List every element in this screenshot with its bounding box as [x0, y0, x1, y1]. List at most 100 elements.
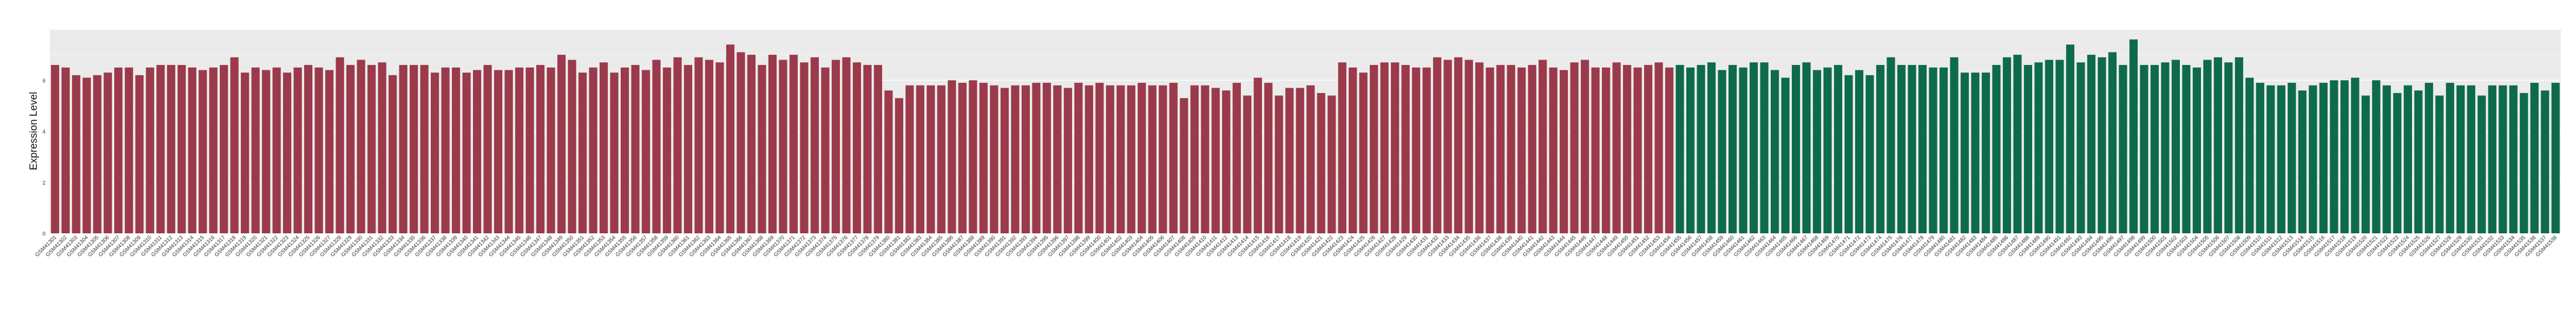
bar [1971, 73, 1980, 234]
bar [1507, 64, 1515, 233]
bar [2224, 62, 2233, 233]
bar [1338, 62, 1346, 233]
bar [1370, 64, 1378, 233]
bar [199, 70, 207, 233]
bar [2509, 85, 2518, 233]
bar [1981, 73, 1990, 234]
bar [1454, 57, 1463, 233]
bar [525, 67, 534, 233]
bar [2372, 80, 2381, 233]
bar [1085, 85, 1093, 233]
bar [2045, 60, 2054, 234]
bar [926, 85, 935, 233]
bar [779, 60, 787, 234]
bar [378, 62, 386, 233]
bar [2351, 77, 2360, 234]
bar [135, 75, 144, 233]
bar [620, 67, 629, 233]
bar [2066, 44, 2075, 234]
bar [1823, 67, 1832, 233]
bar [2530, 82, 2539, 233]
bar [599, 62, 608, 233]
bar [2235, 57, 2243, 233]
bar [1391, 62, 1399, 233]
bar [905, 85, 914, 233]
bar [1201, 85, 1210, 233]
bar [1929, 67, 1937, 233]
bar [589, 67, 597, 233]
y-tick-label: 2 [42, 180, 45, 186]
bar [451, 67, 461, 233]
bar [504, 70, 513, 233]
bar [831, 60, 840, 234]
bar [1802, 62, 1811, 233]
bar [1349, 67, 1357, 233]
bar [2414, 90, 2423, 233]
bar [557, 55, 566, 234]
bar [1042, 82, 1051, 233]
bar [114, 67, 123, 233]
bar [1127, 85, 1135, 233]
bar [2203, 60, 2212, 234]
bar [863, 64, 872, 233]
bar [873, 64, 883, 233]
bar [241, 73, 249, 234]
bar [1908, 64, 1916, 233]
bar [884, 90, 893, 233]
bar [1401, 64, 1410, 233]
bar [758, 64, 766, 233]
bar [325, 70, 334, 233]
bar [1053, 85, 1062, 233]
bar [178, 64, 186, 233]
bar [1897, 64, 1906, 233]
bar [1169, 82, 1178, 233]
bar [2140, 64, 2148, 233]
bar [2277, 85, 2285, 233]
bar [1686, 67, 1695, 233]
bar [747, 55, 756, 234]
bar [314, 67, 323, 233]
bar [1253, 77, 1262, 234]
bar [2034, 62, 2043, 233]
bar [895, 98, 904, 233]
bar [2488, 85, 2496, 233]
bar [1760, 62, 1769, 233]
bar [483, 64, 492, 233]
bar [2319, 82, 2328, 233]
x-axis-ticks: GSM41301GSM41302GSM41303GSM41304GSM41305… [34, 234, 2558, 258]
bar [2119, 64, 2127, 233]
bar [494, 70, 503, 233]
bar [1549, 67, 1558, 233]
bar [2161, 62, 2170, 233]
bar [430, 73, 439, 234]
bar [1095, 82, 1104, 233]
bar [2129, 39, 2138, 233]
bar [2520, 93, 2528, 233]
bar [1918, 64, 1927, 233]
bar [1992, 64, 2001, 233]
bar [420, 64, 429, 233]
bar [1074, 82, 1083, 233]
bar [684, 64, 693, 233]
bar [1138, 82, 1146, 233]
bar [1950, 57, 1959, 233]
bar [472, 70, 482, 233]
bar [1317, 93, 1325, 233]
bar [1486, 67, 1494, 233]
bar [1328, 95, 1336, 233]
bar [1728, 64, 1737, 233]
bar [441, 67, 450, 233]
bar [346, 64, 355, 233]
bar [1464, 60, 1473, 234]
bar [821, 67, 830, 233]
bar [1644, 64, 1653, 233]
bar [2023, 64, 2033, 233]
bar [1021, 85, 1030, 233]
bar [103, 73, 112, 234]
bar [1000, 88, 1009, 233]
bar [2551, 82, 2560, 233]
bar [631, 64, 640, 233]
bar [283, 73, 292, 234]
bar [1306, 85, 1315, 233]
